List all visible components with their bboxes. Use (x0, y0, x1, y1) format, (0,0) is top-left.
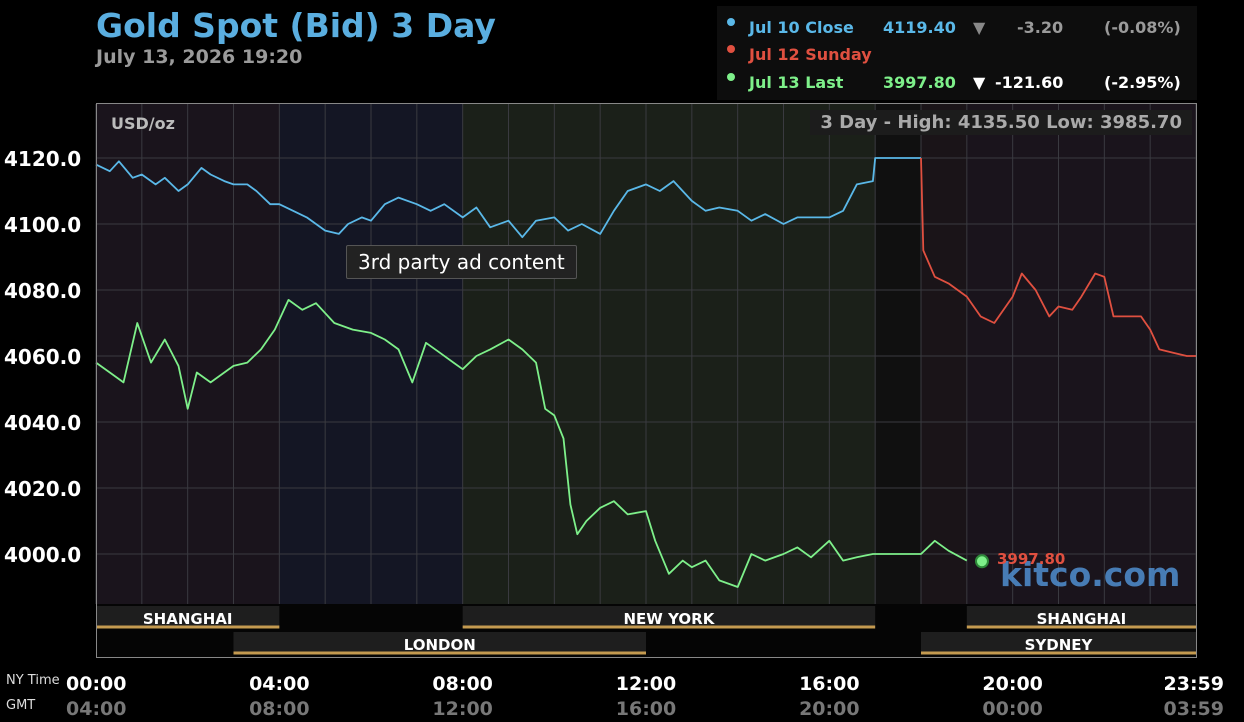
x-tick-label-ny: 16:00 (799, 673, 859, 695)
session-box-bottom (233, 632, 646, 654)
session-box-bottom (921, 632, 1196, 654)
legend-arrow-icon: ▼ (973, 73, 986, 92)
legend-label: Jul 13 Last (749, 73, 844, 92)
legend-change: -121.60 (995, 73, 1064, 92)
last-point-marker (974, 554, 989, 569)
x-tick-label-gmt: 16:00 (616, 698, 676, 720)
x-tick-label-gmt: 12:00 (432, 698, 492, 720)
ad-content-tooltip[interactable]: 3rd party ad content (346, 245, 577, 279)
x-tick-label-ny: 00:00 (66, 673, 126, 695)
session-background (875, 104, 921, 604)
session-background (462, 104, 876, 604)
legend-dot-icon (727, 45, 735, 53)
x-tick-label-gmt: 04:00 (66, 698, 126, 720)
x-tick-label-gmt: 00:00 (982, 698, 1042, 720)
session-box-top (462, 606, 876, 628)
legend-pct: (-2.95%) (1104, 73, 1181, 92)
x-tick-label-gmt: 03:59 (1164, 698, 1224, 720)
high-low-label: 3 Day - High: 4135.50 Low: 3985.70 (810, 110, 1192, 135)
legend-arrow-icon: ▼ (973, 18, 986, 37)
session-box-top (966, 606, 1196, 628)
x-tick-label-ny: 23:59 (1164, 673, 1224, 695)
x-tick-label-ny: 12:00 (616, 673, 676, 695)
x-tick-label-ny: 04:00 (249, 673, 309, 695)
legend-value: 3997.80 (883, 73, 956, 92)
series-line-0 (95, 157, 921, 239)
series-line-2 (95, 298, 968, 588)
series-line-1 (920, 157, 1196, 357)
gmt-label: GMT (6, 698, 36, 713)
y-tick-label: 4000.0 (4, 543, 81, 567)
session-label: SHANGHAI (1037, 610, 1127, 628)
y-tick-label: 4080.0 (4, 279, 81, 303)
kitco-logo: kitco.com (1000, 555, 1181, 594)
legend-pct: (-0.08%) (1104, 18, 1181, 37)
session-background (921, 104, 967, 604)
session-label: SYDNEY (1025, 636, 1094, 654)
chart-datetime: July 13, 2026 19:20 (96, 46, 303, 68)
ny-time-label: NY Time (6, 673, 60, 688)
session-background (966, 104, 1196, 604)
legend-label: Jul 12 Sunday (749, 45, 872, 64)
legend-change: -3.20 (1017, 18, 1064, 37)
legend-dot-icon (727, 73, 735, 81)
legend-value: 4119.40 (883, 18, 956, 37)
x-tick-label-ny: 08:00 (432, 673, 492, 695)
legend-dot-icon (727, 18, 735, 26)
legend: Jul 10 Close 4119.40 ▼ -3.20 (-0.08%) Ju… (717, 6, 1197, 100)
y-tick-label: 4100.0 (4, 213, 81, 237)
legend-label: Jul 10 Close (749, 18, 854, 37)
y-tick-label: 4120.0 (4, 147, 81, 171)
y-tick-label: 4060.0 (4, 345, 81, 369)
plot-frame (96, 103, 1197, 658)
x-tick-label-gmt: 20:00 (799, 698, 859, 720)
session-label: NEW YORK (624, 610, 716, 628)
session-label: LONDON (404, 636, 476, 654)
x-tick-label-gmt: 08:00 (249, 698, 309, 720)
session-label: SHANGHAI (143, 610, 233, 628)
units-label: USD/oz (111, 114, 175, 133)
y-tick-label: 4020.0 (4, 477, 81, 501)
session-box-top (96, 606, 280, 628)
chart-title: Gold Spot (Bid) 3 Day (96, 6, 496, 45)
y-tick-label: 4040.0 (4, 411, 81, 435)
x-tick-label-ny: 20:00 (982, 673, 1042, 695)
last-price-label: 3997.80 (997, 550, 1066, 568)
